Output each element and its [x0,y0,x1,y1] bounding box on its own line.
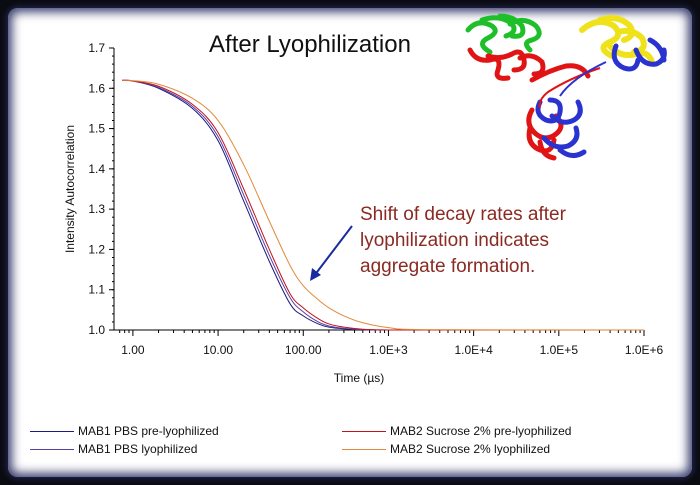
x-tick-label: 1.0E+5 [540,343,579,357]
x-tick-label: 10.00 [203,343,233,357]
legend-swatch [30,448,74,450]
y-axis-label: Intensity Autocorrelation [63,125,77,253]
annotation-text: Shift of decay rates after lyophilizatio… [360,202,620,280]
y-tick-label: 1.5 [88,122,105,136]
y-tick-label: 1.7 [88,41,105,55]
x-tick-label: 1.00 [121,343,145,357]
x-axis-label: Time (µs) [334,371,384,385]
y-tick-label: 1.2 [88,242,105,256]
y-tick-label: 1.3 [88,202,105,216]
x-tick-label: 1.0E+3 [369,343,408,357]
legend-item: MAB1 PBS lyophilized [30,442,197,456]
series-line [122,79,645,331]
legend-item: MAB2 Sucrose 2% lyophilized [342,442,550,456]
y-tick-label: 1.0 [88,323,105,337]
legend-label: MAB2 Sucrose 2% pre-lyophilized [390,424,572,438]
annotation-arrowhead [310,268,321,281]
x-tick-label: 1.0E+6 [625,343,664,357]
antibody-green-domain [465,13,542,55]
chart-title: After Lyophilization [209,31,411,58]
y-tick-label: 1.6 [88,81,105,95]
legend-item: MAB2 Sucrose 2% pre-lyophilized [342,424,571,438]
antibody-blue-domain [535,37,667,158]
legend-label: MAB1 PBS pre-lyophilized [78,424,219,438]
y-tick-label: 1.1 [88,283,105,297]
legend-swatch [342,430,386,432]
annotation-line: aggregate formation. [360,256,536,277]
legend-label: MAB2 Sucrose 2% lyophilized [390,442,551,456]
x-tick-label: 1.0E+4 [454,343,493,357]
legend-swatch [342,448,386,450]
legend-item: MAB1 PBS pre-lyophilized [30,424,219,438]
y-tick-label: 1.4 [88,162,105,176]
slide-frame [8,8,692,477]
antibody-structure-image [465,13,667,161]
x-tick-label: 100.00 [285,343,322,357]
legend-swatch [30,430,74,432]
antibody-hinge-blue [559,61,607,97]
annotation-line: lyophilization indicates [360,230,550,251]
series-line [122,79,644,331]
annotation-line: Shift of decay rates after [360,204,566,225]
legend-label: MAB1 PBS lyophilized [78,442,198,456]
annotation-arrow [313,225,353,277]
